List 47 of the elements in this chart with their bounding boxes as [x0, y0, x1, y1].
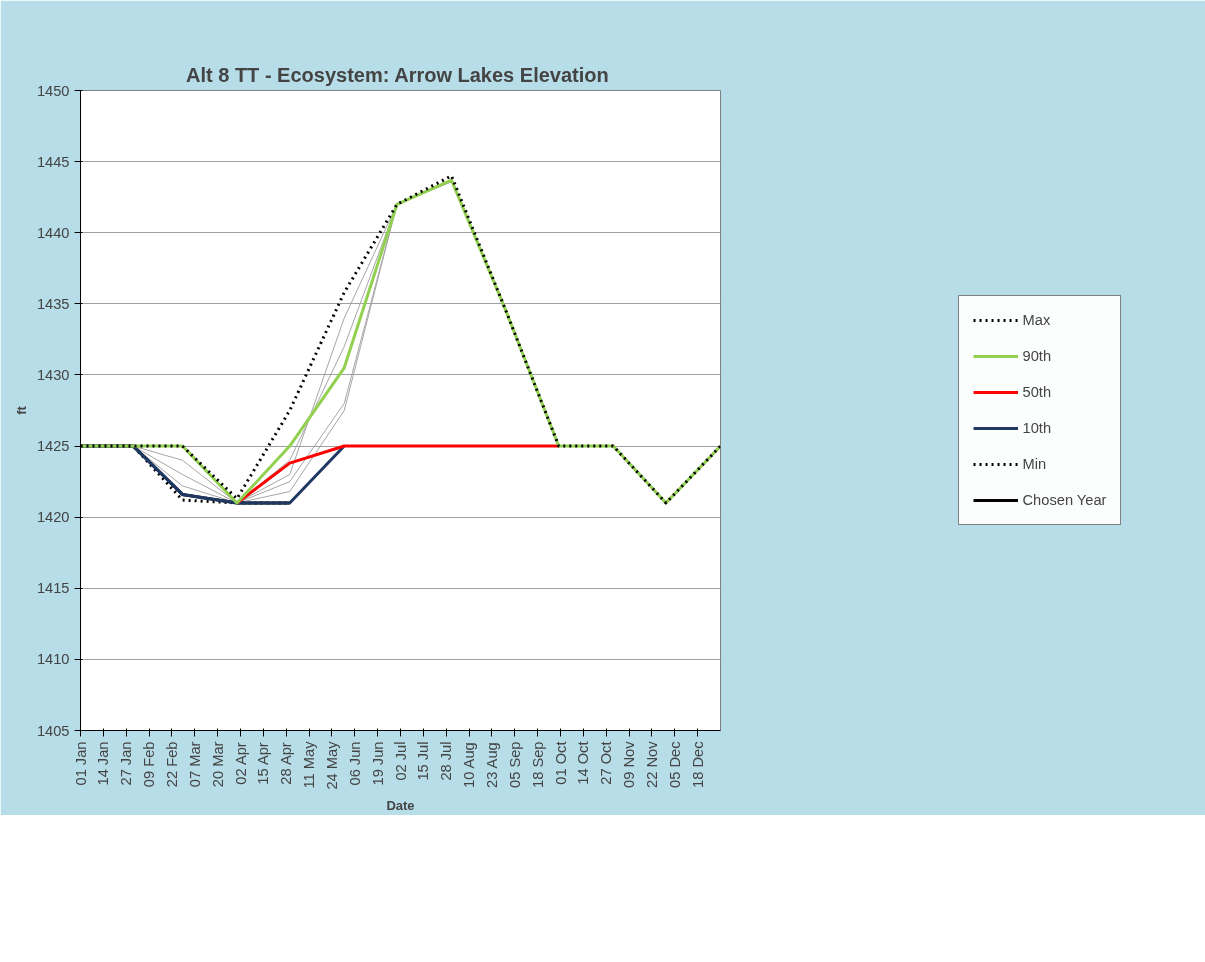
x-tick-label: 06 Jun — [346, 741, 363, 786]
x-tick-label: 14 Oct — [575, 741, 592, 785]
y-tick-label: 1440 — [36, 224, 70, 241]
x-tick-label: 24 May — [323, 740, 340, 790]
legend-label: Chosen Year — [1022, 492, 1107, 508]
x-tick-label: 23 Aug — [483, 742, 500, 788]
x-tick-label: 02 Apr — [232, 742, 249, 785]
x-tick-label: 01 Jan — [72, 741, 89, 786]
x-tick-label: 09 Nov — [621, 740, 638, 788]
y-tick-label: 1430 — [36, 366, 70, 383]
x-tick-label: 15 Jul — [415, 741, 432, 781]
legend-label: 10th — [1022, 420, 1052, 436]
legend-label: Max — [1022, 312, 1051, 328]
x-tick-label: 11 May — [301, 740, 318, 789]
x-tick-label: 22 Feb — [163, 741, 180, 788]
x-tick-label: 27 Jan — [118, 741, 135, 786]
x-tick-label: 15 Apr — [255, 742, 272, 785]
y-tick-label: 1405 — [36, 722, 70, 739]
x-axis-title: Date — [386, 797, 415, 813]
x-tick-label: 14 Jan — [95, 741, 112, 786]
y-axis-title: ft — [13, 405, 29, 415]
legend-label: 50th — [1022, 384, 1052, 400]
x-tick-label: 27 Oct — [598, 741, 615, 785]
x-tick-label: 05 Sep — [506, 741, 523, 788]
x-tick-label: 28 Apr — [278, 742, 295, 785]
y-tick-label: 1445 — [36, 153, 70, 170]
x-tick-label: 28 Jul — [438, 741, 455, 781]
x-tick-label: 10 Aug — [461, 742, 478, 788]
y-tick-label: 1420 — [36, 509, 70, 526]
x-tick-label: 19 Jun — [369, 741, 386, 786]
y-tick-label: 1425 — [36, 438, 70, 455]
legend-label: 90th — [1022, 348, 1052, 364]
x-tick-label: 09 Feb — [141, 741, 158, 788]
x-tick-label: 02 Jul — [392, 741, 409, 781]
y-tick-label: 1435 — [36, 295, 70, 312]
x-tick-label: 22 Nov — [643, 740, 660, 788]
x-tick-label: 20 Mar — [209, 741, 226, 788]
x-tick-label: 01 Oct — [552, 741, 569, 785]
x-tick-label: 05 Dec — [666, 741, 683, 788]
x-tick-label: 18 Sep — [529, 741, 546, 788]
y-tick-label: 1450 — [36, 82, 70, 99]
x-tick-label: 07 Mar — [186, 741, 203, 788]
y-tick-label: 1410 — [36, 651, 70, 668]
legend-label: Min — [1022, 456, 1047, 472]
y-tick-label: 1415 — [36, 580, 70, 597]
x-tick-label: 18 Dec — [689, 741, 706, 788]
chart-title: Alt 8 TT - Ecosystem: Arrow Lakes Elevation — [185, 63, 609, 86]
